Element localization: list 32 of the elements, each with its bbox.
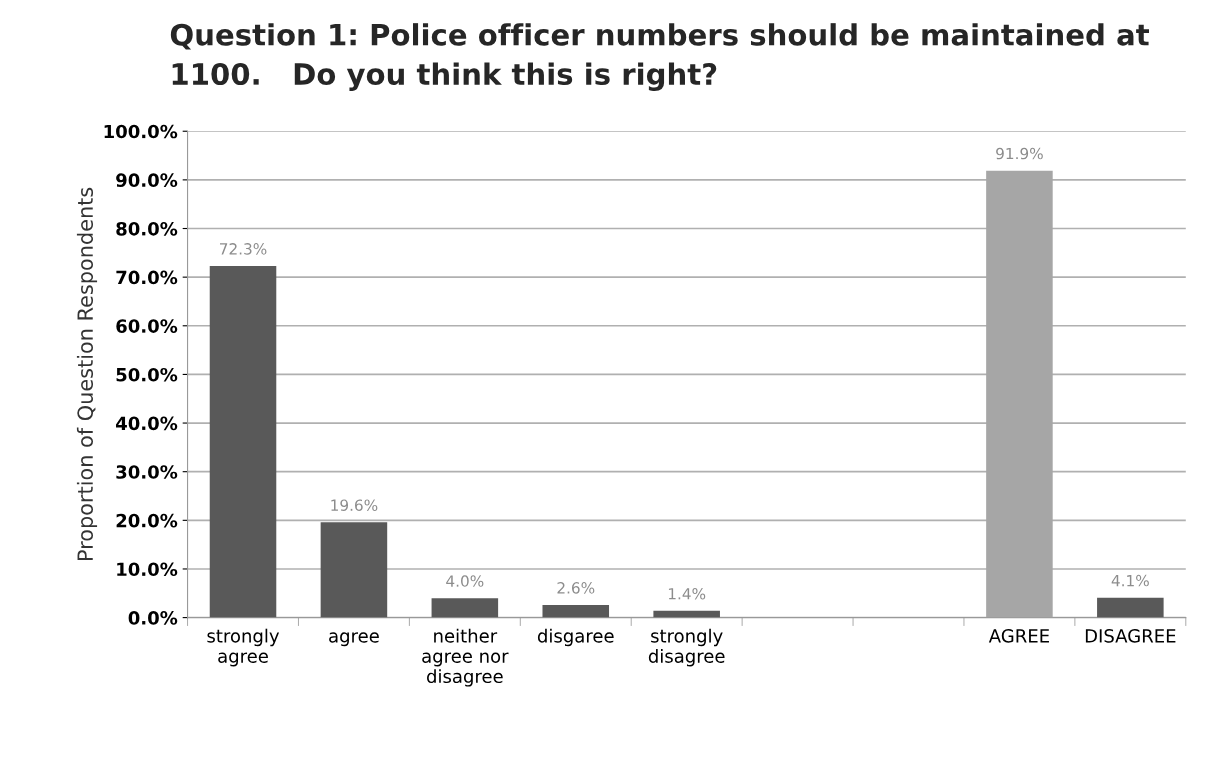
bar <box>320 522 388 618</box>
y-tick-label: 0.0% <box>128 611 178 625</box>
y-tick-label: 40.0% <box>116 416 178 431</box>
x-tick-label: neither agree nor disagree <box>422 628 509 687</box>
y-tick-label: 20.0% <box>116 513 178 528</box>
data-label: 4.0% <box>446 575 484 587</box>
data-label: 2.6% <box>557 582 595 594</box>
y-tick-label: 100.0% <box>104 124 178 139</box>
y-axis-title: Proportion of Question Respondents <box>76 187 98 561</box>
data-label: 19.6% <box>331 499 378 511</box>
bar <box>542 604 610 618</box>
x-tick-label: agree <box>329 632 379 647</box>
x-tick-label: DISAGREE <box>1085 629 1176 643</box>
chart-title: Question 1: Police officer numbers should be maintained at 1100. Do you think this is right? <box>170 23 1150 91</box>
x-tick-label: AGREE <box>988 629 1049 643</box>
data-label: 91.9% <box>996 147 1043 160</box>
y-tick-label: 70.0% <box>116 270 178 285</box>
y-tick-label: 10.0% <box>117 562 178 577</box>
bar <box>1097 597 1164 618</box>
data-label: 4.1% <box>1111 574 1149 587</box>
y-tick-label: 90.0% <box>116 173 178 187</box>
x-tick-label: disgaree <box>537 628 614 647</box>
y-tick-label: 80.0% <box>116 221 178 236</box>
data-label: 1.4% <box>668 587 706 600</box>
bar <box>431 598 499 618</box>
y-tick-label: 50.0% <box>116 367 178 382</box>
x-tick-label: strongly disagree <box>648 628 725 667</box>
x-tick-label: strongly agree <box>207 628 280 667</box>
bar <box>209 265 277 618</box>
y-tick-label: 30.0% <box>116 465 178 479</box>
y-tick-label: 60.0% <box>116 319 178 333</box>
data-label: 72.3% <box>219 243 267 255</box>
